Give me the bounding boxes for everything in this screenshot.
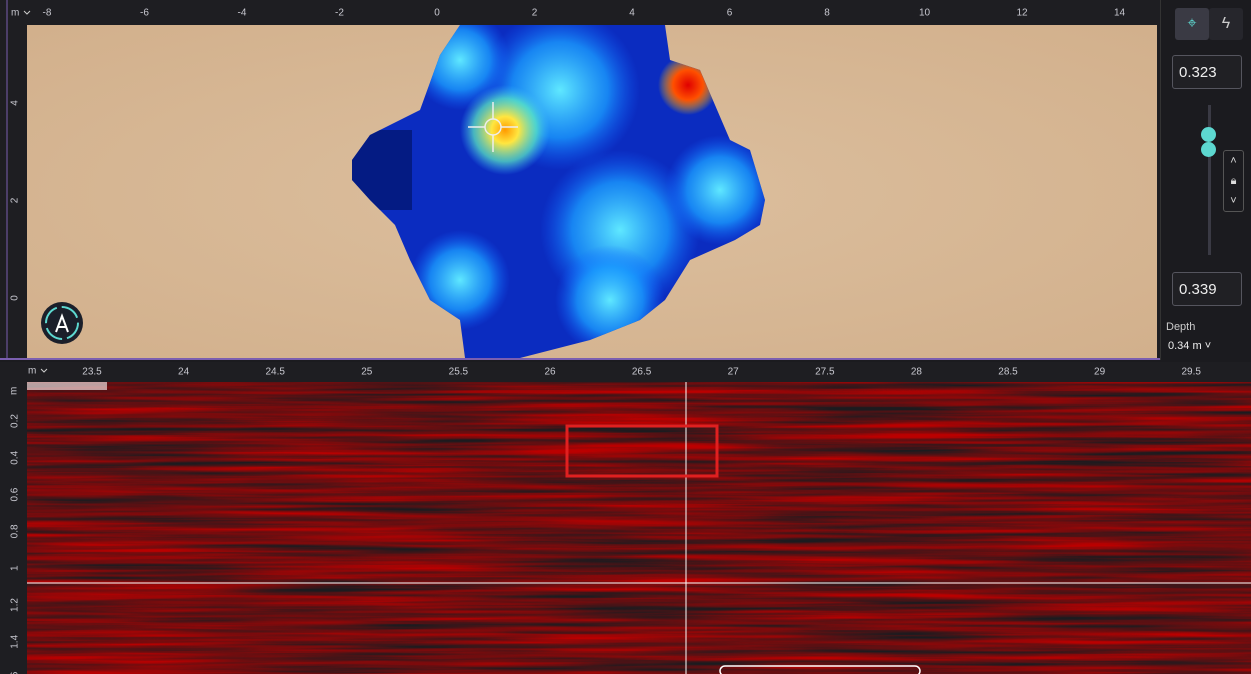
depth-tick-label: 0.4 [10, 450, 21, 464]
x-tick-label: 25 [361, 367, 373, 378]
x-tick-label: 12 [1016, 8, 1028, 19]
lower-value[interactable]: 0.339 [1172, 272, 1242, 306]
x-tick-label: 27 [728, 367, 740, 378]
unit: m [11, 8, 19, 19]
x-tick-label: -8 [43, 8, 52, 19]
x-tick-label: 26 [544, 367, 556, 378]
step-buttons[interactable]: ˄🔒︎˅ [1223, 150, 1244, 212]
surface-reflection [27, 382, 107, 390]
x-tick-label: 26.5 [632, 367, 652, 378]
page: m m m -8-6-4-20246810121442023.52424.525… [0, 0, 1251, 674]
x-tick-label: -2 [335, 8, 344, 19]
x-tick-label: 28 [911, 367, 923, 378]
x-tick-label: 14 [1114, 8, 1126, 19]
y-tick-label: 2 [10, 197, 21, 203]
mode-button[interactable]: ϟ [1209, 8, 1243, 40]
depth-tick-label: 0.8 [10, 524, 21, 538]
x-tick-label: 4 [629, 8, 635, 19]
depth-tick-label: 0.2 [10, 414, 21, 428]
depth-unit-dropdown[interactable]: m [9, 387, 20, 395]
x-tick-label: 29 [1094, 367, 1106, 378]
x-tick-label: 23.5 [82, 367, 102, 378]
x-tick-label: 6 [727, 8, 733, 19]
x-tick-label: 24 [178, 367, 190, 378]
depth-tick-label: 1 [10, 565, 21, 571]
unit: m [28, 366, 36, 377]
slider-handle[interactable] [1201, 127, 1216, 142]
unit: m [9, 387, 20, 395]
y-tick-label: 0 [10, 295, 21, 301]
depth-tick-label: 0.6 [10, 487, 21, 501]
y-tick-label: 4 [10, 100, 21, 106]
x-tick-label: -4 [238, 8, 247, 19]
depth-tick-label: 1.2 [10, 598, 21, 612]
x-tick-label: 8 [824, 8, 830, 19]
slider-handle[interactable] [1201, 142, 1216, 157]
x-tick-label: 25.5 [449, 367, 469, 378]
x-tick-label: 0 [434, 8, 440, 19]
x-tick-label: -6 [140, 8, 149, 19]
depth-value: 0.34 m [1168, 340, 1202, 352]
x-tick-label: 2 [532, 8, 538, 19]
viewer: m m m -8-6-4-20246810121442023.52424.525… [0, 0, 1251, 674]
x-tick-label: 10 [919, 8, 931, 19]
x-tick-label: 29.5 [1181, 367, 1201, 378]
depth-dropdown[interactable]: 0.34 m ˅ [1168, 340, 1211, 352]
depth-label: Depth [1166, 321, 1195, 333]
depth-tick-label: 1.4 [10, 634, 21, 648]
mode-button[interactable]: ⌖ [1175, 8, 1209, 40]
x-tick-label: 28.5 [998, 367, 1018, 378]
x-tick-label: 27.5 [815, 367, 835, 378]
north-compass[interactable] [41, 302, 83, 344]
x-tick-label: 24.5 [265, 367, 285, 378]
upper-value[interactable]: 0.323 [1172, 55, 1242, 89]
